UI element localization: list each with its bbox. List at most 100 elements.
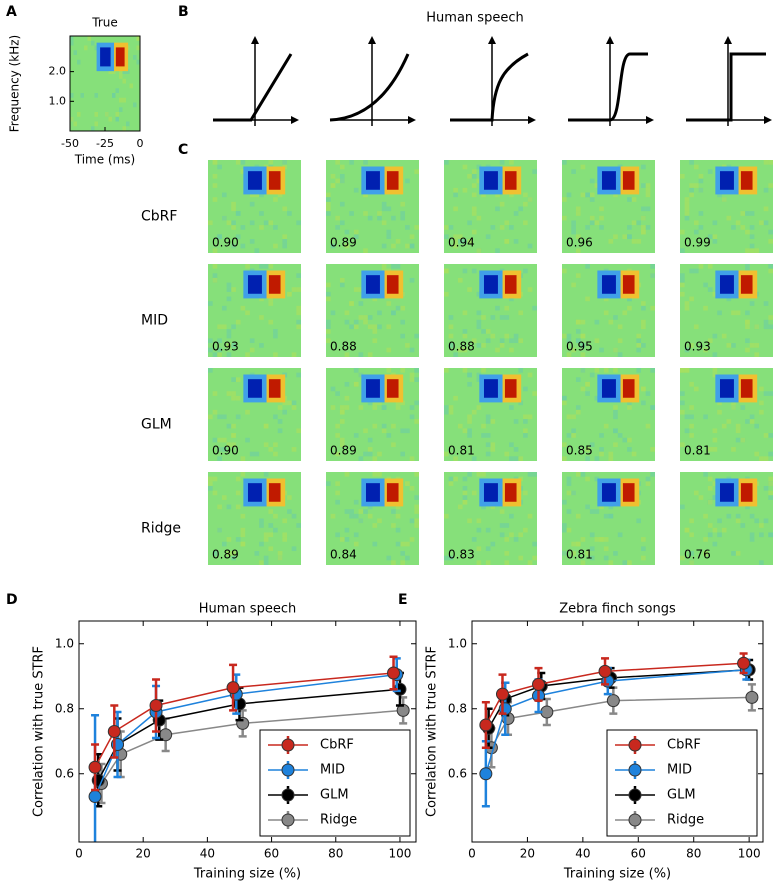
- strf-noise: [217, 456, 222, 461]
- strf-correlation: 0.81: [684, 444, 711, 458]
- strf-noise: [231, 220, 236, 226]
- row-label: CbRF: [141, 209, 177, 225]
- strf-noise: [326, 338, 331, 344]
- strf-noise: [448, 555, 454, 561]
- strf-noise: [749, 225, 755, 230]
- strf-noise: [462, 485, 468, 491]
- strf-noise: [409, 485, 415, 491]
- strf-noise: [444, 555, 449, 561]
- strf-noise: [467, 472, 472, 477]
- y-tick-label: 0.8: [55, 701, 74, 715]
- strf-noise: [627, 234, 632, 240]
- strf-red: [622, 483, 635, 502]
- strf-noise: [594, 456, 600, 461]
- strf-noise: [462, 310, 468, 316]
- strf-correlation: 0.76: [684, 548, 711, 562]
- strf-noise: [726, 343, 732, 348]
- strf-noise: [768, 229, 773, 235]
- strf-noise: [240, 305, 246, 311]
- strf-noise: [689, 268, 694, 274]
- strf-noise: [698, 187, 704, 193]
- strf-noise: [608, 456, 614, 461]
- strf-noise: [208, 338, 213, 344]
- strf-noise: [693, 220, 699, 226]
- strf-noise: [585, 456, 590, 461]
- strf-noise: [562, 395, 567, 401]
- strf-noise: [268, 220, 274, 226]
- strf-noise: [684, 215, 690, 221]
- strf-noise: [471, 409, 477, 415]
- strf-noise: [471, 173, 477, 179]
- legend-marker: [281, 763, 295, 777]
- strf-noise: [136, 36, 140, 41]
- strf-noise: [721, 423, 727, 429]
- strf-noise: [217, 437, 222, 443]
- strf-noise: [245, 437, 250, 443]
- strf-noise: [108, 69, 112, 74]
- strf-noise: [259, 264, 264, 269]
- strf-noise: [650, 447, 655, 452]
- strf-noise: [94, 112, 98, 117]
- strf-noise: [562, 197, 567, 202]
- strf-correlation: 0.93: [212, 340, 239, 354]
- strf-noise: [735, 423, 741, 429]
- strf-noise: [499, 338, 505, 344]
- strf-noise: [326, 319, 331, 325]
- strf-noise: [330, 310, 336, 316]
- strf-noise: [467, 173, 472, 179]
- strf-noise: [726, 296, 732, 302]
- strf-noise: [231, 433, 236, 438]
- strf-noise: [386, 229, 392, 235]
- strf-noise: [395, 305, 401, 311]
- strf-noise: [566, 490, 572, 496]
- strf-noise: [585, 225, 590, 230]
- strf-noise: [485, 329, 491, 334]
- strf-noise: [448, 343, 454, 348]
- strf-noise: [527, 472, 533, 477]
- strf-noise: [504, 551, 510, 556]
- strf-noise: [212, 352, 218, 357]
- strf-noise: [580, 386, 586, 392]
- strf-noise: [386, 368, 392, 373]
- strf-noise: [585, 504, 590, 510]
- strf-red: [740, 275, 753, 294]
- strf-noise: [105, 112, 109, 117]
- strf-noise: [562, 442, 567, 448]
- strf-noise: [381, 264, 387, 269]
- strf-noise: [231, 206, 236, 212]
- strf-noise: [693, 183, 699, 188]
- strf-noise: [273, 225, 278, 230]
- strf-noise: [768, 239, 773, 244]
- strf-noise: [335, 178, 340, 184]
- strf-noise: [291, 287, 297, 292]
- strf-noise: [603, 368, 609, 373]
- strf-noise: [603, 296, 609, 302]
- strf-noise: [122, 126, 126, 131]
- strf-noise: [641, 555, 646, 561]
- strf-noise: [208, 368, 213, 373]
- strf-noise: [335, 423, 340, 429]
- strf-noise: [481, 472, 486, 477]
- strf-noise: [231, 201, 236, 207]
- strf-noise: [703, 305, 708, 311]
- strf-noise: [562, 456, 567, 461]
- strf-noise: [566, 352, 572, 357]
- strf-noise: [585, 192, 590, 198]
- legend-label: Ridge: [667, 813, 704, 828]
- strf-red: [268, 171, 281, 190]
- strf-noise: [268, 301, 274, 306]
- strf-noise: [467, 433, 472, 438]
- strf-noise: [462, 164, 468, 170]
- strf-noise: [235, 211, 241, 216]
- nonlinearity-curve: [450, 52, 529, 122]
- strf-noise: [689, 560, 694, 565]
- strf-noise: [703, 414, 708, 420]
- strf-noise: [518, 555, 524, 561]
- strf-noise: [259, 523, 264, 528]
- strf-noise: [400, 551, 406, 556]
- strf-noise: [377, 518, 382, 524]
- strf-noise: [282, 243, 288, 249]
- strf-noise: [467, 414, 472, 420]
- strf-noise: [467, 239, 472, 244]
- strf-noise: [645, 206, 651, 212]
